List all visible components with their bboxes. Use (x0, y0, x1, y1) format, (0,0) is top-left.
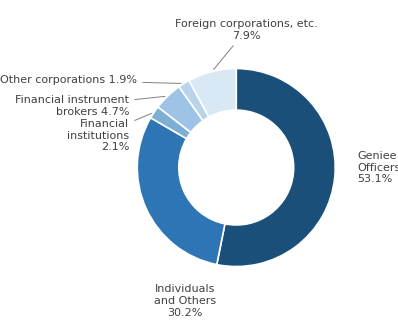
Text: Financial
institutions
2.1%: Financial institutions 2.1% (67, 113, 152, 152)
Text: Financial instrument
brokers 4.7%: Financial instrument brokers 4.7% (16, 95, 165, 117)
Wedge shape (189, 68, 236, 117)
Wedge shape (217, 68, 335, 267)
Text: Other corporations 1.9%: Other corporations 1.9% (0, 75, 181, 85)
Wedge shape (179, 81, 209, 121)
Wedge shape (158, 87, 203, 132)
Text: Geniee
Officers
53.1%: Geniee Officers 53.1% (357, 151, 398, 184)
Wedge shape (137, 118, 225, 265)
Wedge shape (151, 107, 191, 139)
Text: Individuals
and Others
30.2%: Individuals and Others 30.2% (154, 284, 216, 317)
Text: Foreign corporations, etc.
7.9%: Foreign corporations, etc. 7.9% (175, 19, 318, 69)
